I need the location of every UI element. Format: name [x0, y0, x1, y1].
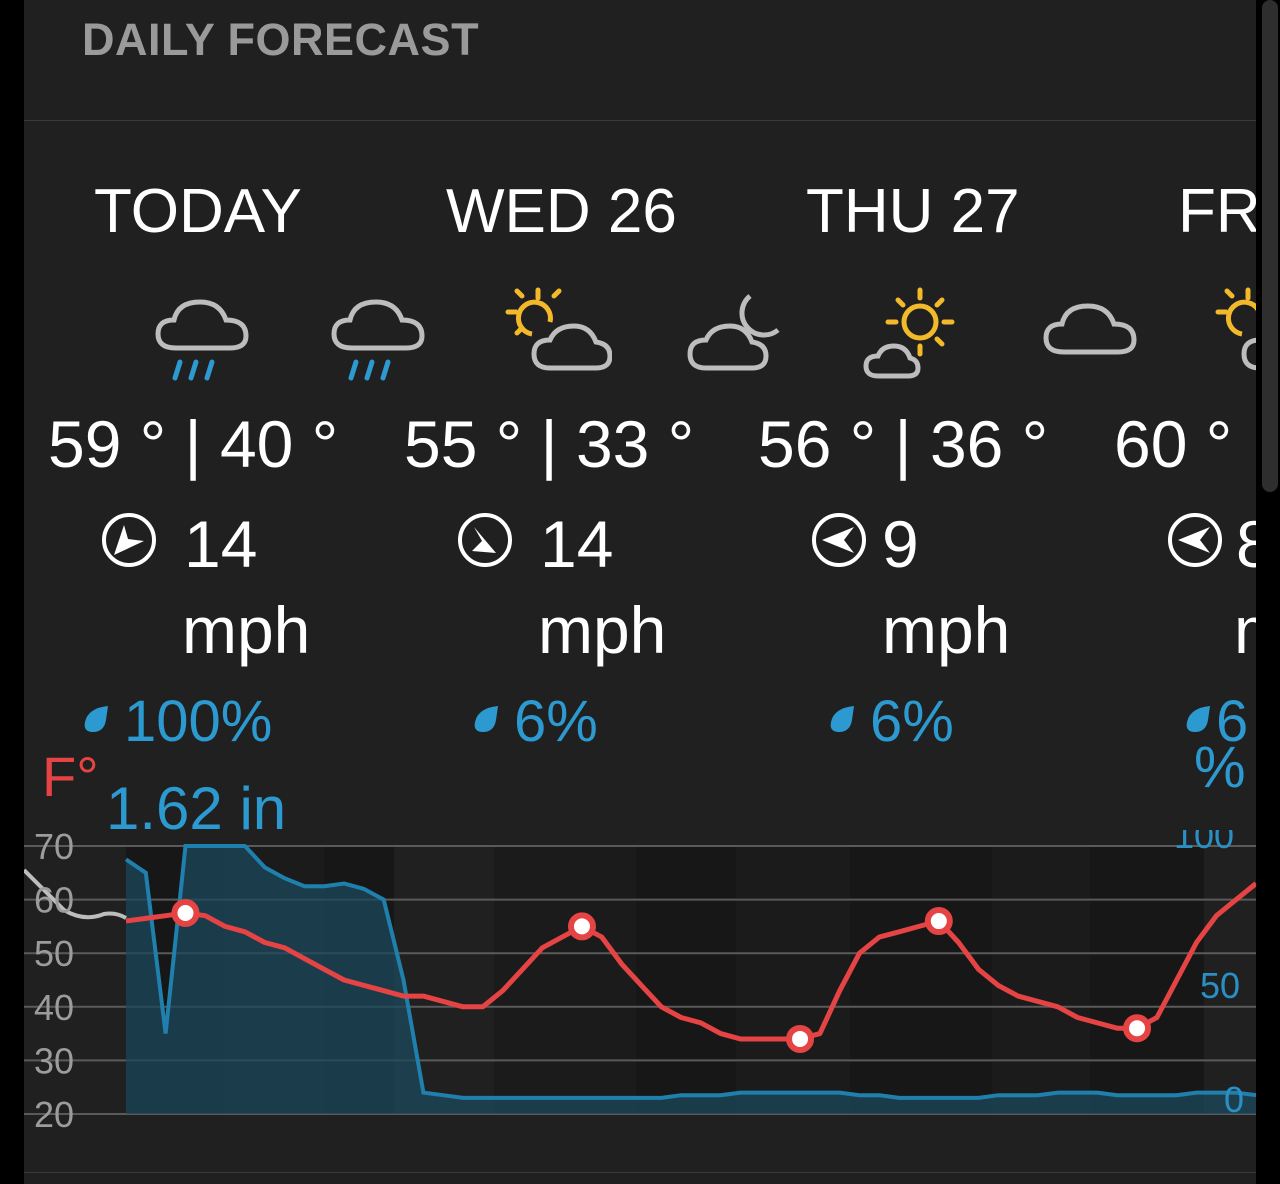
scrollbar[interactable] — [1262, 0, 1278, 492]
precipitation-area — [126, 846, 1256, 1114]
precipitation-tick-label: 0 — [1224, 1079, 1244, 1120]
temps-wed: 55 ° | 33 ° — [404, 407, 695, 481]
day-label-thu[interactable]: THU 27 — [806, 177, 1020, 246]
forecast-chart[interactable]: 70 60 50 40 30 20 100 50 0 — [24, 830, 1256, 1130]
temperature-tick-label: 20 — [34, 1094, 74, 1130]
temperature-extreme-point — [171, 899, 200, 927]
temperature-tick-label: 40 — [34, 987, 74, 1028]
chart-night-band — [736, 846, 850, 1114]
temps-thu: 56 ° | 36 ° — [758, 407, 1049, 481]
rain-amount-today: 1.62 in — [106, 775, 287, 842]
wind-direction-icon — [102, 513, 156, 567]
day-label-fri[interactable]: FR — [1178, 177, 1256, 246]
temperature-tick-label: 70 — [34, 830, 74, 867]
temps-fri: 60 ° — [1114, 407, 1233, 481]
rain-cloud-icon — [155, 299, 249, 381]
wind-unit-thu: mph — [882, 593, 1011, 667]
wind-speed-wed: 14 — [540, 507, 614, 581]
temperature-extreme-point — [924, 907, 953, 936]
temperature-tick-label: 30 — [34, 1040, 74, 1081]
precip-fri: 6 — [1216, 689, 1249, 754]
wind-speed-fri: 8 — [1236, 507, 1256, 581]
wind-unit-today: mph — [182, 593, 311, 667]
daily-forecast-panel: DAILY FORECAST TODAY WED 26 THU 27 FR — [24, 0, 1256, 1184]
day-label-today[interactable]: TODAY — [94, 177, 302, 246]
wind-direction-icon — [812, 513, 866, 567]
cloud-icon — [1043, 303, 1137, 355]
divider — [24, 120, 1256, 121]
temperature-line — [125, 881, 1256, 1042]
rain-cloud-icon — [331, 299, 425, 381]
divider — [24, 1172, 1256, 1173]
precip-wed: 6% — [514, 689, 598, 754]
temperature-extreme-point — [567, 912, 596, 941]
partly-sunny-icon — [1215, 287, 1256, 371]
precip-thu: 6% — [870, 689, 954, 754]
temperature-tick-label: 60 — [34, 880, 74, 921]
raindrop-icon — [830, 706, 854, 732]
temperature-extreme-point — [1123, 1014, 1152, 1043]
precipitation-tick-label: 50 — [1200, 965, 1240, 1006]
precip-today: 100% — [124, 689, 273, 754]
temperature-tick-label: 50 — [34, 933, 74, 974]
partly-cloudy-night-icon — [687, 294, 780, 371]
wind-unit-wed: mph — [538, 593, 667, 667]
wind-speed-today: 14 — [184, 507, 258, 581]
section-title: DAILY FORECAST — [82, 14, 480, 65]
partly-sunny-icon — [505, 287, 612, 371]
precipitation-line — [124, 844, 1256, 1100]
wind-unit-fri: m — [1234, 592, 1256, 668]
temperature-axis-label: F° — [42, 745, 99, 808]
precipitation-tick-label: 100 — [1174, 830, 1234, 856]
chart-night-band — [850, 846, 992, 1114]
precip-fri-unit: % — [1194, 735, 1246, 800]
wind-direction-icon — [458, 513, 512, 567]
temps-today: 59 ° | 40 ° — [48, 407, 339, 481]
past-temperature-line — [24, 868, 128, 920]
chart-night-band — [494, 846, 636, 1114]
wind-speed-thu: 9 — [882, 507, 919, 581]
chart-night-band — [636, 846, 736, 1114]
raindrop-icon — [474, 706, 498, 732]
chart-night-band — [1090, 846, 1204, 1114]
wind-direction-icon — [1168, 513, 1222, 567]
day-label-wed[interactable]: WED 26 — [446, 177, 677, 246]
temperature-extreme-point — [786, 1024, 815, 1053]
chart-night-band — [992, 846, 1090, 1114]
raindrop-icon — [1186, 706, 1210, 732]
sunny-cloud-icon — [863, 287, 955, 379]
raindrop-icon — [84, 706, 108, 732]
